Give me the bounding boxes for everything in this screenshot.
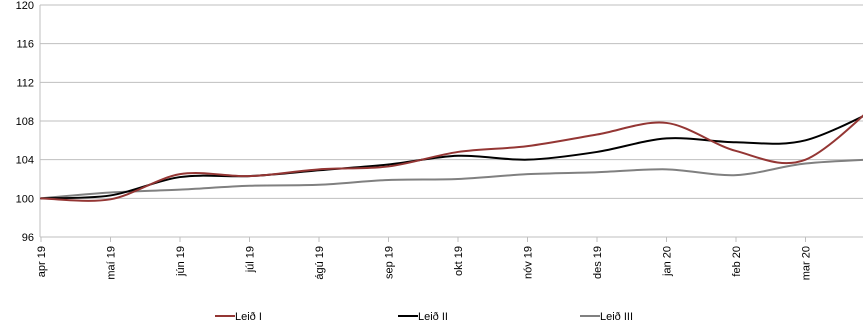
x-tick-label: mar 20 (801, 246, 813, 280)
y-tick-label: 116 (16, 39, 34, 51)
legend-item: Leið III (580, 311, 633, 323)
y-tick-label: 100 (16, 193, 34, 205)
series-line-2 (40, 115, 863, 200)
x-tick-label: júl 19 (245, 246, 257, 273)
y-tick-labels: 96 100 104 108 112 116 120 (16, 0, 34, 244)
y-tick-label: 108 (16, 116, 34, 128)
x-tick-label: maí 19 (106, 246, 118, 280)
y-tick-label: 104 (16, 155, 34, 167)
legend-label: Leið I (235, 311, 262, 323)
legend-label: Leið II (418, 311, 448, 323)
x-tick-label: jún 19 (175, 246, 187, 277)
legend: Leið I Leið II Leið III (215, 311, 633, 323)
legend-item: Leið II (398, 311, 448, 323)
y-tick-label: 120 (16, 0, 34, 12)
x-tick-label: sep 19 (384, 246, 396, 279)
legend-label: Leið III (600, 311, 633, 323)
x-tick-labels: apr 19 maí 19 jún 19 júl 19 ágú 19 sep 19 okt … (36, 246, 813, 280)
gridlines (40, 4, 863, 238)
x-tick-label: apr 19 (36, 246, 48, 277)
y-tick-label: 96 (22, 232, 34, 244)
series-line-1 (40, 114, 863, 202)
series-line-3 (40, 158, 863, 200)
x-tick-label: ágú 19 (314, 246, 326, 280)
x-tick-label: jan 20 (662, 246, 674, 277)
y-tick-label: 112 (16, 77, 34, 89)
legend-item: Leið I (215, 311, 262, 323)
axes (39, 5, 806, 242)
x-tick-label: feb 20 (731, 246, 743, 277)
series-lines (40, 114, 863, 202)
x-tick-label: nóv 19 (523, 246, 535, 279)
x-tick-label: des 19 (592, 246, 604, 279)
x-tick-label: okt 19 (453, 246, 465, 276)
